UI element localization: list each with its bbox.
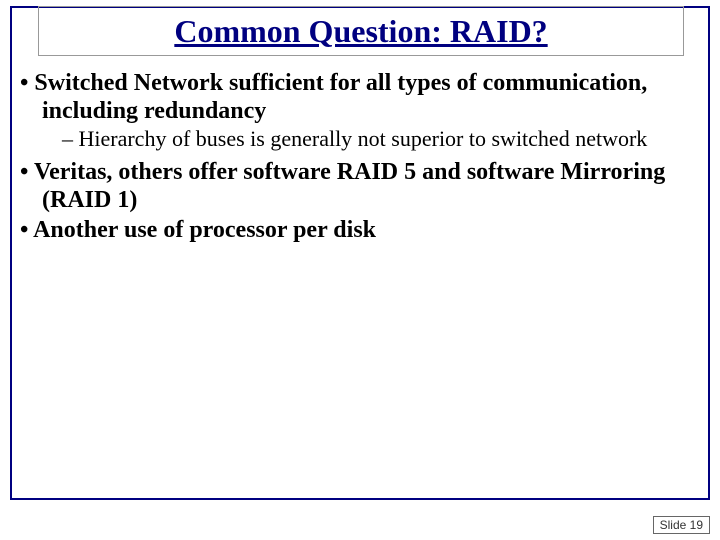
bullet-item: • Veritas, others offer software RAID 5 … (20, 159, 700, 214)
title-box: Common Question: RAID? (38, 6, 684, 56)
bullet-marker: • (20, 159, 28, 185)
bullet-text: Switched Network sufficient for all type… (34, 70, 647, 124)
bullet-item: • Switched Network sufficient for all ty… (20, 70, 700, 125)
bullet-sub-item: – Hierarchy of buses is generally not su… (20, 127, 700, 151)
bullet-marker: – (62, 126, 73, 151)
bullet-text: Veritas, others offer software RAID 5 an… (34, 159, 665, 213)
bullet-marker: • (20, 217, 28, 243)
slide-content: • Switched Network sufficient for all ty… (20, 70, 700, 246)
bullet-item: • Another use of processor per disk (20, 217, 700, 245)
bullet-text: Another use of processor per disk (33, 217, 376, 243)
bullet-text: Hierarchy of buses is generally not supe… (79, 126, 648, 151)
slide-title: Common Question: RAID? (174, 13, 547, 50)
slide-number: Slide 19 (653, 516, 710, 534)
bullet-marker: • (20, 70, 28, 96)
